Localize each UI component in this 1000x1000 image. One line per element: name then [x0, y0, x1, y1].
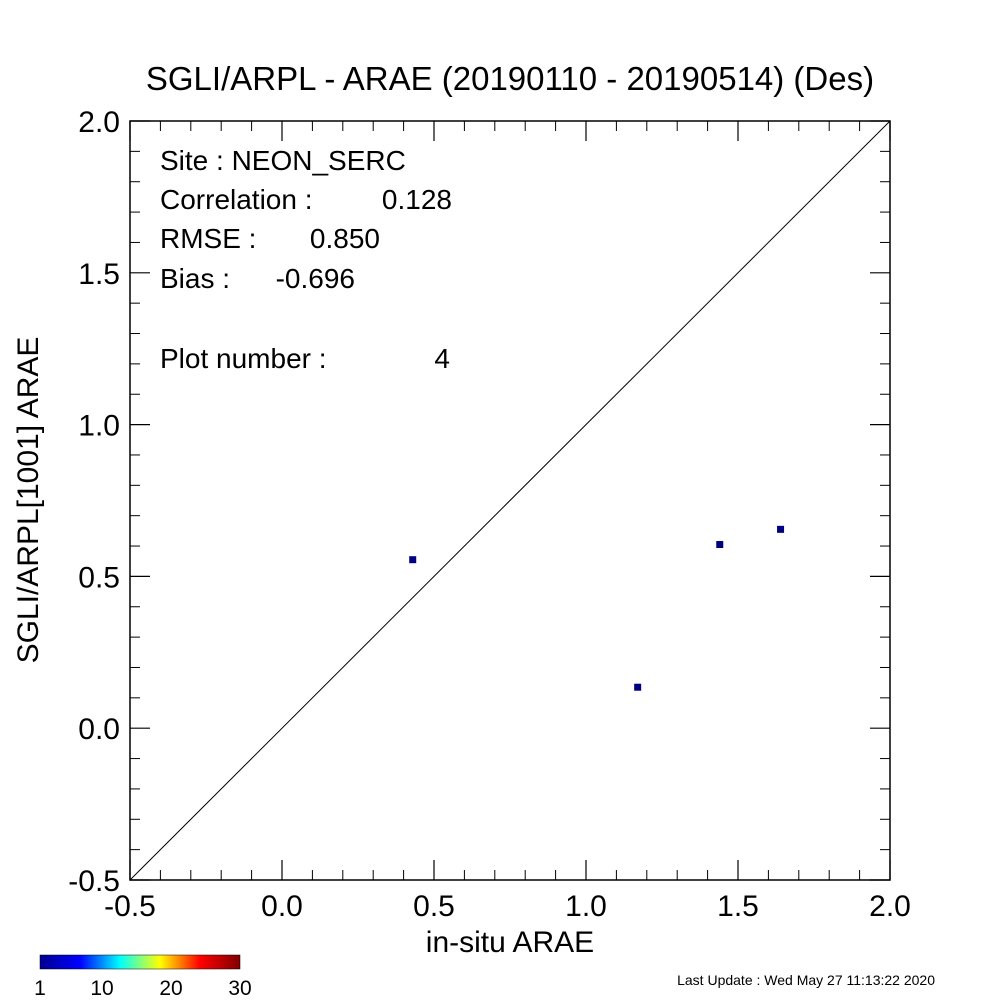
y-tick-labels: -0.5 0.0 0.5 1.0 1.5 2.0	[68, 106, 120, 898]
last-update-text: Last Update : Wed May 27 11:13:22 2020	[677, 972, 935, 988]
x-tick-label: 0.0	[261, 890, 303, 923]
data-point	[716, 541, 724, 549]
colorbar-tick-label: 30	[228, 977, 251, 1000]
stat-value: 0.850	[310, 223, 380, 254]
stat-label: RMSE :	[160, 223, 256, 254]
x-tick-label: -0.5	[104, 890, 156, 923]
statistics-panel: Site : NEON_SERC Correlation : 0.128 RMSE :…	[160, 145, 452, 374]
x-tick-labels: -0.5 0.0 0.5 1.0 1.5 2.0	[104, 890, 911, 923]
data-point	[634, 683, 642, 691]
minor-ticks	[130, 121, 890, 880]
x-tick-label: 1.5	[717, 890, 759, 923]
colorbar	[39, 954, 241, 970]
colorbar-tick-label: 1	[34, 977, 46, 1000]
x-tick-label: 1.0	[565, 890, 607, 923]
stat-value: 4	[434, 343, 450, 374]
colorbar-tick-label: 20	[159, 977, 182, 1000]
y-tick-label: 0.5	[78, 561, 120, 594]
stat-value: -0.696	[276, 263, 355, 294]
x-tick-label: 0.5	[413, 890, 455, 923]
stat-label: Site : NEON_SERC	[160, 145, 406, 176]
stat-label: Bias :	[160, 263, 230, 294]
y-tick-label: 1.0	[78, 410, 120, 443]
chart-title: SGLI/ARPL - ARAE (20190110 - 20190514) (…	[146, 60, 874, 97]
colorbar-tick-label: 10	[90, 977, 113, 1000]
one-to-one-line	[129, 120, 891, 881]
stat-label: Correlation :	[160, 184, 313, 215]
colorbar-labels: 1 10 20 30	[34, 977, 252, 1000]
data-points	[409, 525, 785, 691]
x-axis-title: in-situ ARAE	[426, 926, 594, 959]
data-point	[409, 556, 417, 564]
y-tick-label: 1.5	[78, 258, 120, 291]
plot-frame	[129, 120, 891, 881]
stat-value: 0.128	[382, 184, 452, 215]
y-axis-title: SGLI/ARPL[1001] ARAE	[12, 337, 45, 664]
data-point	[777, 525, 785, 533]
stat-label: Plot number :	[160, 343, 327, 374]
y-tick-label: -0.5	[68, 865, 120, 898]
y-tick-label: 2.0	[78, 106, 120, 139]
x-tick-label: 2.0	[869, 890, 911, 923]
y-tick-label: 0.0	[78, 713, 120, 746]
